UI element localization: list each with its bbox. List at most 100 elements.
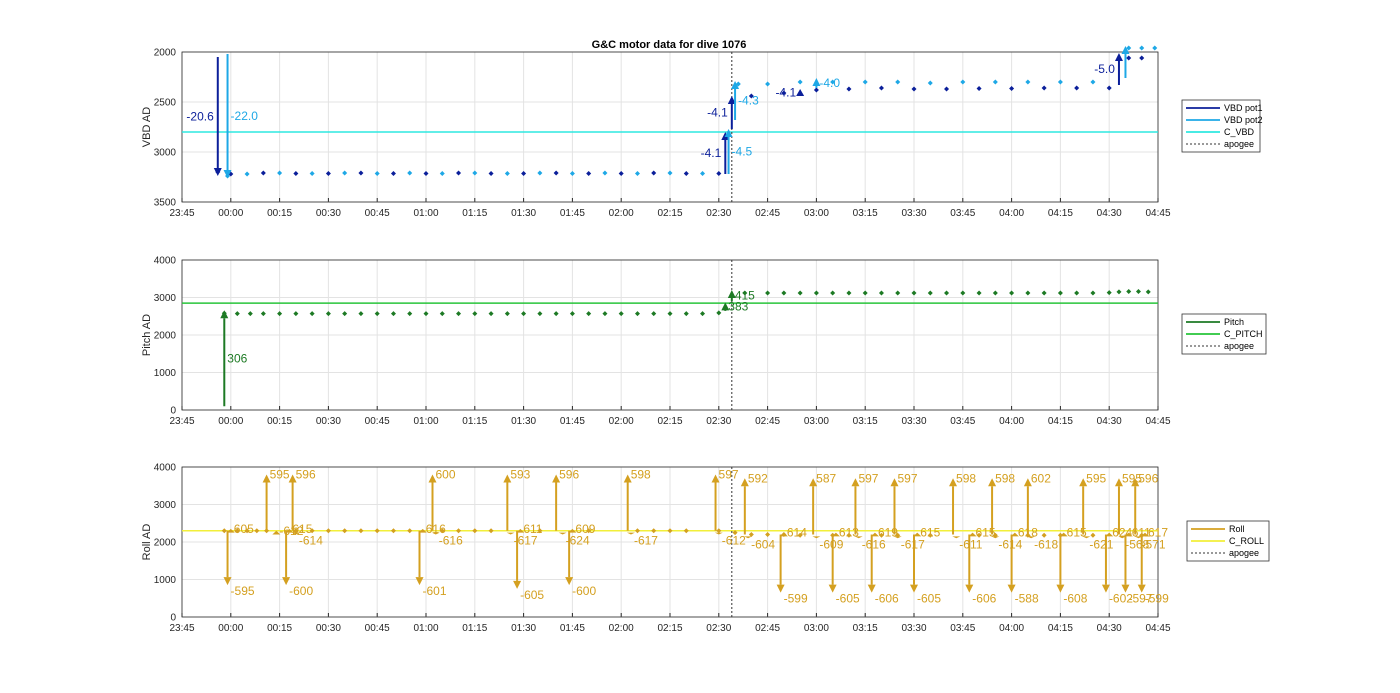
roll-move-arrowhead <box>776 584 785 593</box>
roll-move-arrowhead <box>1007 584 1016 593</box>
roll-move-arrowhead <box>870 532 879 537</box>
pitch-data-point <box>1090 290 1096 296</box>
roll-data-point <box>309 528 315 534</box>
vbd-data-point <box>1139 45 1145 51</box>
vbd-x-tick-label: 02:00 <box>609 208 634 219</box>
roll-move-arrowhead <box>1010 532 1019 537</box>
vbd-data-point <box>976 86 982 91</box>
roll-move-arrowhead <box>1023 478 1032 487</box>
roll-move-arrowhead <box>1082 536 1091 539</box>
roll-y-tick-label: 2000 <box>154 538 177 549</box>
roll-move-label: 592 <box>748 471 768 485</box>
vbd-data-point <box>586 171 592 176</box>
pitch-x-tick-label: 02:15 <box>657 416 682 427</box>
pitch-legend-entry: apogee <box>1224 341 1254 351</box>
vbd-move-arrowhead <box>213 168 222 176</box>
pitch-data-point <box>569 311 575 317</box>
roll-x-tick-label: 03:15 <box>853 623 878 634</box>
vbd-legend-entry: VBD pot2 <box>1224 115 1263 125</box>
roll-data-point <box>846 532 852 538</box>
roll-move-label: 597 <box>897 471 917 485</box>
roll-move-arrowhead <box>779 532 788 537</box>
vbd-move-arrowhead <box>812 78 821 86</box>
pitch-data-point <box>390 311 396 317</box>
vbd-x-tick-label: 02:15 <box>657 208 682 219</box>
roll-move-label: 597 <box>719 468 739 482</box>
vbd-data-point <box>553 170 559 176</box>
pitch-panel: 23:45 00:00 00:15 00:30 00:45 01:00 01:15 01:30… <box>141 256 1267 427</box>
pitch-data-point <box>277 311 283 317</box>
pitch-x-tick-label: 03:45 <box>950 416 975 427</box>
vbd-move-arrowhead <box>1121 46 1130 54</box>
roll-y-axis-label: Roll AD <box>141 524 153 561</box>
roll-move-label: -614 <box>299 534 323 548</box>
pitch-y-tick-label: 2000 <box>154 331 177 342</box>
pitch-data-point <box>846 290 852 296</box>
roll-move-arrowhead <box>1101 584 1110 593</box>
roll-move-label: 617 <box>1148 526 1168 540</box>
roll-move-label: -621 <box>1089 537 1113 551</box>
roll-data-point <box>488 528 494 534</box>
vbd-move-label: -20.6 <box>186 110 214 124</box>
vbd-data-point <box>618 171 624 176</box>
vbd-data-point <box>960 79 966 85</box>
roll-move-label: -602 <box>1109 592 1133 606</box>
roll-move-arrowhead <box>418 528 427 533</box>
pitch-data-point <box>813 290 819 296</box>
roll-move-label: 600 <box>436 468 456 482</box>
roll-move-label: -616 <box>862 537 886 551</box>
roll-move-arrowhead <box>272 530 281 535</box>
roll-x-tick-label: 01:30 <box>511 623 536 634</box>
roll-x-tick-label: 01:15 <box>462 623 487 634</box>
vbd-x-tick-label: 00:00 <box>218 208 243 219</box>
roll-data-point <box>221 528 227 534</box>
roll-move-label: 598 <box>631 468 651 482</box>
vbd-data-point <box>569 171 575 176</box>
roll-move-arrowhead <box>1056 584 1065 593</box>
roll-x-tick-label: 01:45 <box>560 623 585 634</box>
roll-data-point <box>254 528 260 534</box>
pitch-data-point <box>683 311 689 317</box>
pitch-data-point <box>992 290 998 296</box>
roll-panel: 23:45 00:00 00:15 00:30 00:45 01:00 01:15 01:30… <box>141 463 1270 634</box>
pitch-data-point <box>456 311 462 317</box>
vbd-x-tick-label: 00:15 <box>267 208 292 219</box>
roll-move-arrowhead <box>1121 584 1130 593</box>
pitch-x-tick-label: 00:00 <box>218 416 243 427</box>
pitch-data-point <box>553 311 559 317</box>
roll-data-point <box>667 528 673 534</box>
pitch-data-point <box>342 311 348 317</box>
pitch-data-point <box>521 311 527 317</box>
vbd-y-tick-label: 3000 <box>154 148 177 159</box>
roll-x-tick-label: 00:45 <box>365 623 390 634</box>
roll-move-label: 615 <box>976 526 996 540</box>
pitch-x-tick-label: 03:15 <box>853 416 878 427</box>
roll-move-label: -617 <box>901 537 925 551</box>
pitch-data-point <box>374 311 380 317</box>
vbd-data-point <box>878 85 884 91</box>
roll-move-arrowhead <box>740 478 749 487</box>
pitch-x-tick-label: 01:30 <box>511 416 536 427</box>
vbd-data-point <box>748 93 754 99</box>
vbd-move-arrowhead <box>731 81 740 89</box>
pitch-data-point <box>1145 289 1151 295</box>
vbd-x-tick-label: 01:45 <box>560 208 585 219</box>
vbd-panel: 23:45 00:00 00:15 00:30 00:45 01:00 01:15 01:30… <box>141 45 1263 219</box>
roll-move-label: 611 <box>523 522 542 536</box>
pitch-data-point <box>667 311 673 317</box>
vbd-x-tick-label: 04:15 <box>1048 208 1073 219</box>
roll-data-point <box>683 528 689 534</box>
pitch-y-tick-label: 1000 <box>154 368 177 379</box>
roll-data-point <box>748 532 754 537</box>
pitch-data-point <box>1074 290 1080 296</box>
vbd-move-arrowhead <box>1114 53 1123 61</box>
roll-move-arrowhead <box>828 584 837 593</box>
roll-move-label: -571 <box>1141 537 1165 551</box>
roll-move-arrowhead <box>568 528 577 533</box>
pitch-data-point <box>618 311 624 317</box>
roll-data-point <box>537 528 543 534</box>
roll-x-tick-label: 04:45 <box>1145 623 1170 634</box>
vbd-data-point <box>1139 55 1145 61</box>
vbd-data-point <box>813 87 819 93</box>
vbd-x-tick-label: 02:45 <box>755 208 780 219</box>
